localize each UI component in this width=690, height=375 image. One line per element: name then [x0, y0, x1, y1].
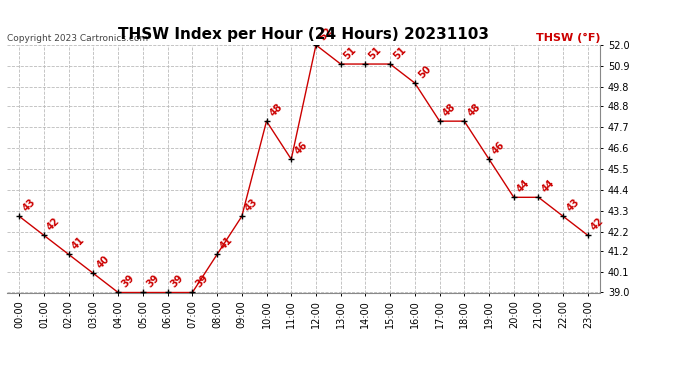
Text: 43: 43	[564, 197, 581, 214]
Text: 39: 39	[119, 273, 136, 290]
Text: 39: 39	[144, 273, 161, 290]
Text: 48: 48	[268, 102, 284, 118]
Text: 40: 40	[95, 254, 112, 271]
Title: THSW Index per Hour (24 Hours) 20231103: THSW Index per Hour (24 Hours) 20231103	[118, 27, 489, 42]
Text: 50: 50	[416, 64, 433, 80]
Text: 42: 42	[589, 216, 606, 232]
Text: 51: 51	[342, 45, 359, 61]
Text: 41: 41	[70, 235, 87, 252]
Text: 52: 52	[317, 26, 334, 42]
Text: 46: 46	[293, 140, 309, 156]
Text: 39: 39	[169, 273, 186, 290]
Text: Copyright 2023 Cartronics.com: Copyright 2023 Cartronics.com	[7, 33, 148, 42]
Text: 43: 43	[21, 197, 37, 214]
Text: 48: 48	[441, 102, 457, 118]
Text: 39: 39	[194, 273, 210, 290]
Text: 48: 48	[466, 102, 482, 118]
Text: 43: 43	[243, 197, 260, 214]
Text: 44: 44	[540, 178, 557, 195]
Text: 46: 46	[491, 140, 507, 156]
Text: 41: 41	[219, 235, 235, 252]
Text: 44: 44	[515, 178, 532, 195]
Text: 51: 51	[367, 45, 384, 61]
Text: 42: 42	[46, 216, 62, 232]
Text: 51: 51	[391, 45, 408, 61]
Text: THSW (°F): THSW (°F)	[536, 33, 600, 42]
